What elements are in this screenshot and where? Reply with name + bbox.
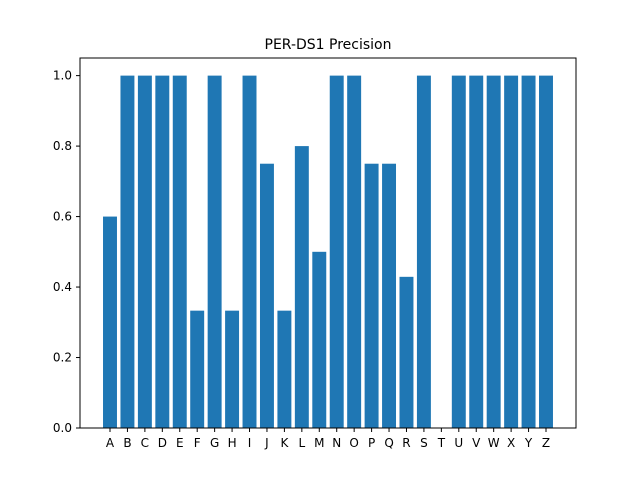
bar-I	[242, 75, 257, 429]
bar-H	[225, 310, 240, 428]
bar-F	[190, 310, 205, 428]
bar-G	[207, 75, 222, 429]
bar-X	[504, 75, 519, 429]
x-tick-label-Q: Q	[384, 436, 393, 450]
x-tick-label-J: J	[264, 436, 269, 450]
bar-W	[486, 75, 501, 429]
y-tick-label-1.0: 1.0	[53, 69, 72, 83]
x-tick-label-A: A	[106, 436, 115, 450]
y-tick-label-0.6: 0.6	[53, 210, 72, 224]
x-tick-label-F: F	[194, 436, 201, 450]
x-tick-label-N: N	[332, 436, 341, 450]
bar-M	[312, 251, 327, 428]
x-tick-label-K: K	[280, 436, 289, 450]
bar-E	[172, 75, 187, 429]
bar-K	[277, 310, 292, 428]
bar-J	[259, 163, 274, 428]
y-tick-label-0.8: 0.8	[53, 139, 72, 153]
bar-R	[399, 276, 414, 428]
bar-S	[416, 75, 431, 429]
x-tick-label-E: E	[176, 436, 184, 450]
bar-B	[120, 75, 135, 429]
bar-O	[347, 75, 362, 429]
y-tick-label-0.0: 0.0	[53, 421, 72, 435]
bar-Z	[539, 75, 553, 429]
x-tick-label-B: B	[123, 436, 131, 450]
bar-C	[137, 75, 152, 429]
x-tick-label-C: C	[141, 436, 149, 450]
x-tick-label-I: I	[248, 436, 252, 450]
bar-Y	[521, 75, 536, 429]
bar-D	[155, 75, 170, 429]
bar-N	[329, 75, 344, 429]
bar-V	[469, 75, 484, 429]
y-axis-ticks: 0.0 0.2 0.4 0.6 0.8 1.0	[53, 69, 80, 435]
bar-Q	[382, 163, 397, 428]
axes-frame	[79, 57, 577, 429]
x-tick-label-S: S	[420, 436, 428, 450]
x-tick-label-P: P	[368, 436, 375, 450]
y-tick-label-0.2: 0.2	[53, 351, 72, 365]
x-tick-label-U: U	[454, 436, 463, 450]
x-tick-label-H: H	[228, 436, 237, 450]
bar-U	[451, 75, 466, 429]
x-tick-label-X: X	[507, 436, 515, 450]
x-tick-label-V: V	[472, 436, 481, 450]
x-tick-label-L: L	[298, 436, 305, 450]
bar-L	[294, 146, 309, 428]
x-tick-label-M: M	[314, 436, 324, 450]
x-tick-label-Y: Y	[524, 436, 533, 450]
x-tick-label-G: G	[210, 436, 219, 450]
y-tick-label-0.4: 0.4	[53, 280, 72, 294]
x-tick-label-R: R	[402, 436, 410, 450]
bar-P	[364, 163, 379, 428]
chart-title: PER-DS1 Precision	[265, 37, 392, 53]
x-tick-label-D: D	[158, 436, 167, 450]
x-tick-label-O: O	[349, 436, 358, 450]
x-tick-label-Z: Z	[542, 436, 550, 450]
bars-group	[103, 75, 553, 429]
x-tick-label-T: T	[437, 436, 446, 450]
bar-A	[103, 216, 117, 428]
x-tick-label-W: W	[488, 436, 500, 450]
